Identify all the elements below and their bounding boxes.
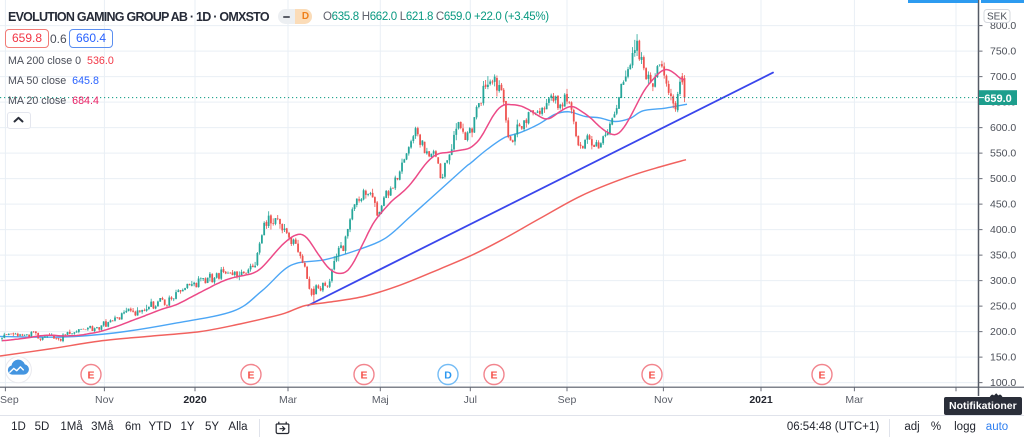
svg-text:E: E xyxy=(247,370,254,382)
svg-text:150.0: 150.0 xyxy=(990,352,1016,364)
svg-text:100.0: 100.0 xyxy=(990,377,1016,389)
svg-text:300.0: 300.0 xyxy=(990,275,1016,287)
svg-text:Mar: Mar xyxy=(845,394,864,406)
svg-text:Nov: Nov xyxy=(654,394,673,406)
svg-text:750.0: 750.0 xyxy=(990,46,1016,58)
svg-text:Nov: Nov xyxy=(95,394,114,406)
svg-text:350.0: 350.0 xyxy=(990,250,1016,262)
svg-text:Mar: Mar xyxy=(279,394,298,406)
svg-text:2020: 2020 xyxy=(183,394,207,406)
svg-text:Jul: Jul xyxy=(464,394,477,406)
svg-text:200.0: 200.0 xyxy=(990,326,1016,338)
svg-text:E: E xyxy=(87,370,94,382)
svg-text:SEK: SEK xyxy=(987,12,1007,23)
svg-text:550.0: 550.0 xyxy=(990,148,1016,160)
svg-text:Sep: Sep xyxy=(0,394,19,406)
svg-text:600.0: 600.0 xyxy=(990,122,1016,134)
svg-text:400.0: 400.0 xyxy=(990,224,1016,236)
svg-text:500.0: 500.0 xyxy=(990,173,1016,185)
svg-text:700.0: 700.0 xyxy=(990,71,1016,83)
svg-text:D: D xyxy=(444,370,452,382)
svg-text:Maj: Maj xyxy=(372,394,389,406)
svg-text:E: E xyxy=(490,370,497,382)
svg-text:800.0: 800.0 xyxy=(990,20,1016,32)
svg-text:250.0: 250.0 xyxy=(990,301,1016,313)
svg-text:Sep: Sep xyxy=(558,394,577,406)
svg-text:450.0: 450.0 xyxy=(990,199,1016,211)
svg-text:659.0: 659.0 xyxy=(984,93,1012,105)
svg-text:E: E xyxy=(648,370,655,382)
svg-text:2021: 2021 xyxy=(749,394,773,406)
svg-text:E: E xyxy=(360,370,367,382)
svg-text:E: E xyxy=(818,370,825,382)
